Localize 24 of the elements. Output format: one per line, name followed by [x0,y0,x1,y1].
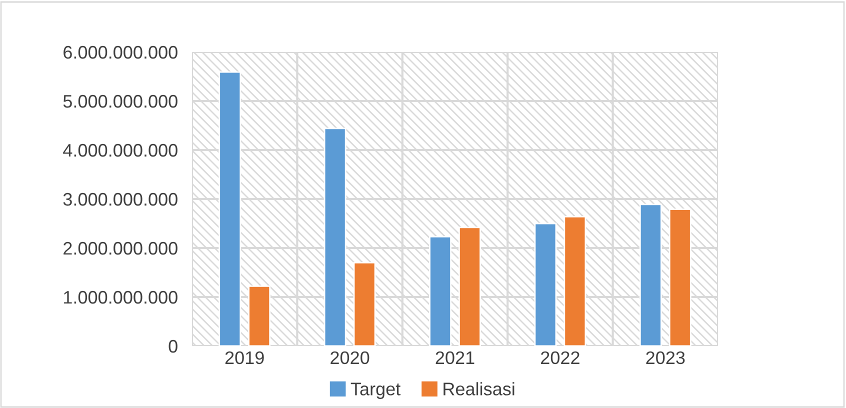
x-tick-label: 2019 [225,351,264,364]
bar [458,226,481,346]
bar [564,216,586,346]
bar [324,128,346,346]
y-tick-label: 4.000.000.000 [63,144,178,157]
bar [668,208,692,346]
y-tick-label: 6.000.000.000 [64,46,178,59]
y-tick-label: 5.000.000.000 [63,94,178,108]
y-tick-label: 1.000.000.000 [64,290,178,304]
x-tick-label: 2022 [541,351,580,364]
x-tick-label: 2021 [436,351,474,364]
legend-label: Target [350,382,400,399]
bar [218,71,242,346]
y-tick-label: 0 [168,340,178,353]
y-tick-label: 2.000.000.000 [64,242,178,255]
bar [429,236,452,346]
bar [534,222,557,346]
bar [353,262,376,346]
bar [248,286,271,346]
bar [639,204,662,346]
x-tick-label: 2020 [330,351,370,364]
legend-label: Realisasi [444,382,514,396]
y-tick-label: 3.000.000.000 [63,192,178,206]
x-tick-label: 2023 [646,351,685,364]
